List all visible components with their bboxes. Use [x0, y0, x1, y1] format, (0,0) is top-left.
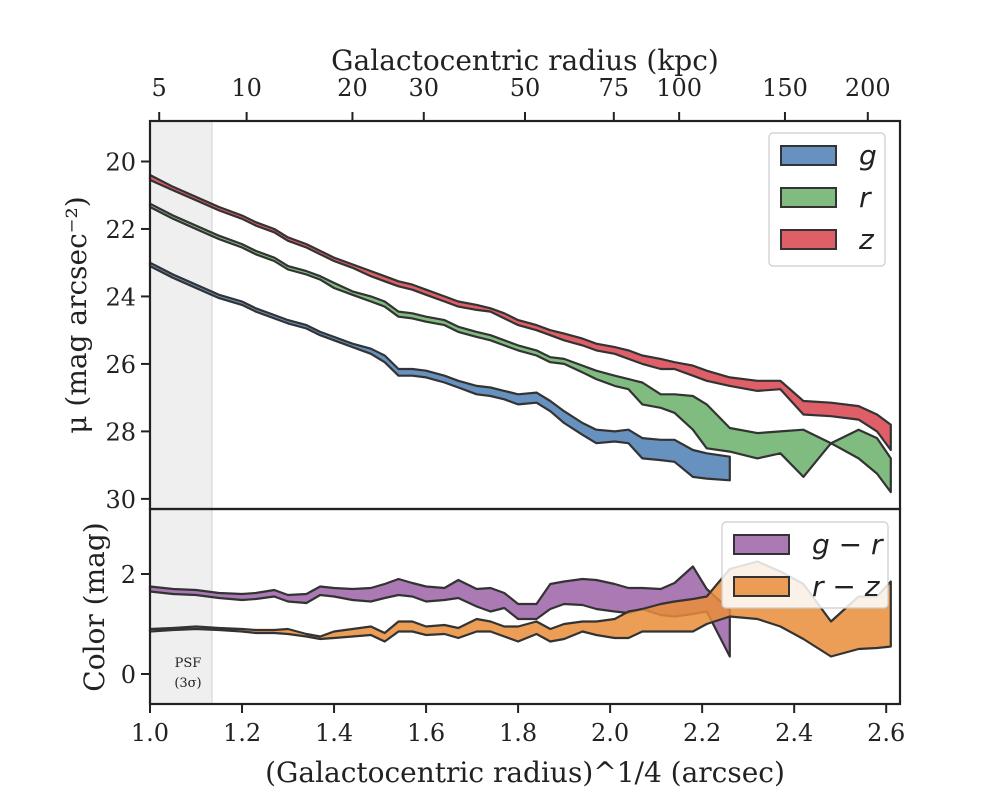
top-x-tick-label: 30	[408, 74, 439, 102]
x-tick-label: 1.6	[407, 719, 445, 747]
series-band-r	[148, 202, 892, 494]
legend-swatch	[780, 187, 837, 208]
bottom-y-axis: 02	[121, 561, 150, 689]
psf-label: PSF	[175, 656, 202, 671]
y-tick-label: 2	[121, 561, 136, 589]
top-x-tick-label: 150	[762, 74, 808, 102]
y-tick-label: 22	[105, 216, 136, 244]
psf-region-bottom	[150, 509, 212, 704]
series-band-gr	[148, 565, 731, 658]
top-x-tick-label: 20	[337, 74, 368, 102]
top-y-axis-label: μ (mag arcsec⁻²)	[60, 196, 93, 433]
top-panel-series	[148, 173, 892, 494]
y-tick-label: 26	[105, 351, 136, 379]
legend-swatch	[780, 229, 837, 250]
x-tick-label: 2.2	[683, 719, 721, 747]
legend-swatch	[733, 534, 790, 555]
x-tick-label: 2.6	[867, 719, 905, 747]
top-x-tick-label: 75	[599, 74, 630, 102]
x-tick-label: 2.0	[591, 719, 629, 747]
legend-swatch	[780, 145, 837, 166]
legend-swatch	[733, 576, 790, 597]
legend-label: g	[859, 139, 877, 172]
x-tick-label: 2.4	[775, 719, 813, 747]
psf-sigma-label: (3σ)	[174, 676, 201, 691]
bottom-y-axis-label: Color (mag)	[78, 522, 111, 691]
bottom-panel-frame	[148, 507, 902, 706]
y-tick-label: 24	[105, 283, 136, 311]
bottom-x-axis: 1.0 1.2 1.4 1.6 1.8 2.0 2.2 2.4 2.6	[131, 704, 905, 747]
top-x-tick-label: 5	[152, 74, 167, 102]
top-x-axis-label: Galactocentric radius (kpc)	[331, 44, 719, 77]
top-y-axis: 20 22 24 26 28 30	[105, 148, 150, 514]
top-x-tick-label: 50	[510, 74, 541, 102]
y-tick-label: 20	[105, 148, 136, 176]
top-x-axis: 5 10 20 30 50 75 100 150 200	[152, 74, 891, 121]
top-x-tick-label: 100	[656, 74, 702, 102]
top-x-tick-label: 200	[845, 74, 891, 102]
series-band-z	[148, 173, 892, 452]
top-x-tick-label: 10	[231, 74, 262, 102]
bottom-x-axis-label: (Galactocentric radius)^1/4 (arcsec)	[265, 756, 785, 789]
legend-label: r	[859, 181, 872, 214]
legend-label: g − r	[812, 528, 884, 561]
y-tick-label: 30	[105, 486, 136, 514]
bottom-legend: g − r r − z	[721, 521, 889, 609]
legend-label: r − z	[812, 570, 881, 603]
x-tick-label: 1.8	[499, 719, 537, 747]
series-band-g	[148, 261, 731, 482]
bottom-panel-series	[148, 560, 892, 658]
x-tick-label: 1.4	[315, 719, 353, 747]
y-tick-label: 28	[105, 418, 136, 446]
x-tick-label: 1.0	[131, 719, 169, 747]
series-band-rz	[148, 560, 892, 658]
legend-label: z	[858, 223, 875, 256]
top-legend: grz	[768, 132, 886, 267]
x-tick-label: 1.2	[223, 719, 261, 747]
y-tick-label: 0	[121, 661, 136, 689]
